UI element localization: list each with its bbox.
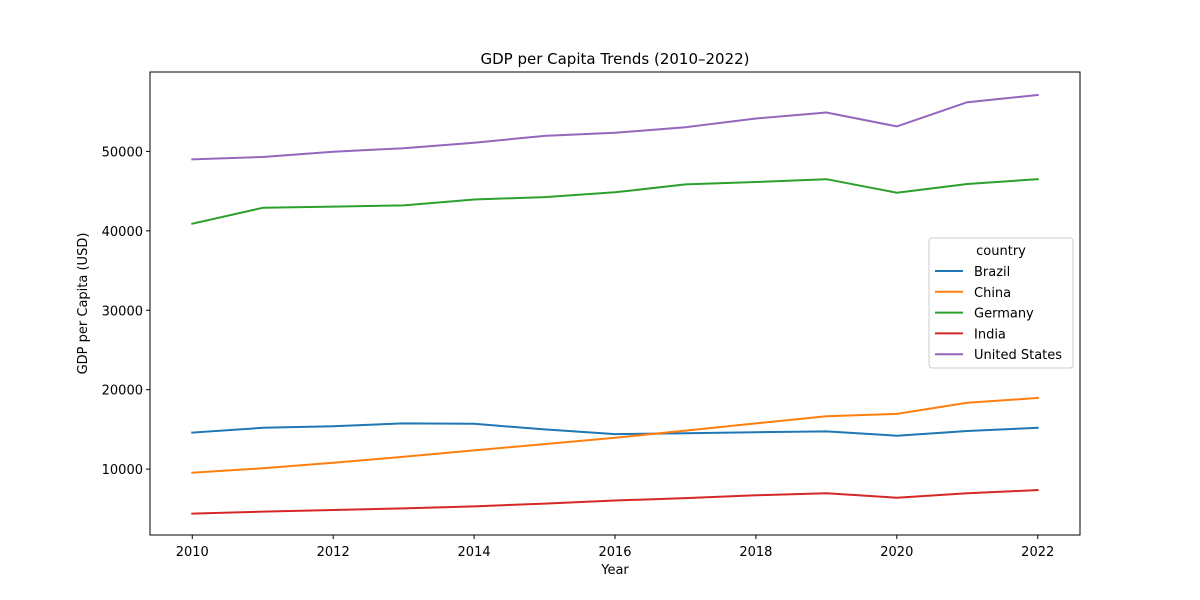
x-tick-label: 2012 <box>317 545 350 560</box>
series-layer <box>191 93 1039 515</box>
legend-items: Brazil China Germany India United States <box>935 265 1062 363</box>
y-tick-label: 20000 <box>102 384 143 399</box>
legend-label-india: India <box>974 327 1006 342</box>
series-line-india <box>191 489 1039 515</box>
legend-label-brazil: Brazil <box>974 265 1010 280</box>
legend-label-germany: Germany <box>974 307 1034 322</box>
legend-box <box>928 237 1074 369</box>
legend-label-china: China <box>974 286 1011 301</box>
chart-title: GDP per Capita Trends (2010–2022) <box>480 50 749 68</box>
y-tick-label: 40000 <box>102 225 143 240</box>
x-tick-label: 2014 <box>458 545 491 560</box>
x-axis: 2010 2012 2014 2016 2018 2020 2022 <box>176 535 1054 560</box>
x-tick-label: 2020 <box>880 545 913 560</box>
legend-label-united-states: United States <box>974 348 1062 363</box>
y-tick-label: 10000 <box>102 463 143 478</box>
x-tick-label: 2016 <box>598 545 631 560</box>
legend-title: country <box>976 244 1026 259</box>
series-line-china <box>191 396 1039 474</box>
y-axis: 10000 20000 30000 40000 50000 <box>102 145 150 478</box>
x-tick-label: 2018 <box>739 545 772 560</box>
legend: country Brazil China Germany India United St… <box>928 237 1074 369</box>
x-axis-title: Year <box>600 563 629 578</box>
y-axis-title: GDP per Capita (USD) <box>76 233 91 375</box>
y-tick-label: 30000 <box>102 304 143 319</box>
series-line-united-states <box>191 93 1039 161</box>
x-tick-label: 2010 <box>176 545 209 560</box>
x-tick-label: 2022 <box>1021 545 1054 560</box>
y-tick-label: 50000 <box>102 145 143 160</box>
series-line-germany <box>191 178 1039 225</box>
series-line-brazil <box>191 422 1039 437</box>
